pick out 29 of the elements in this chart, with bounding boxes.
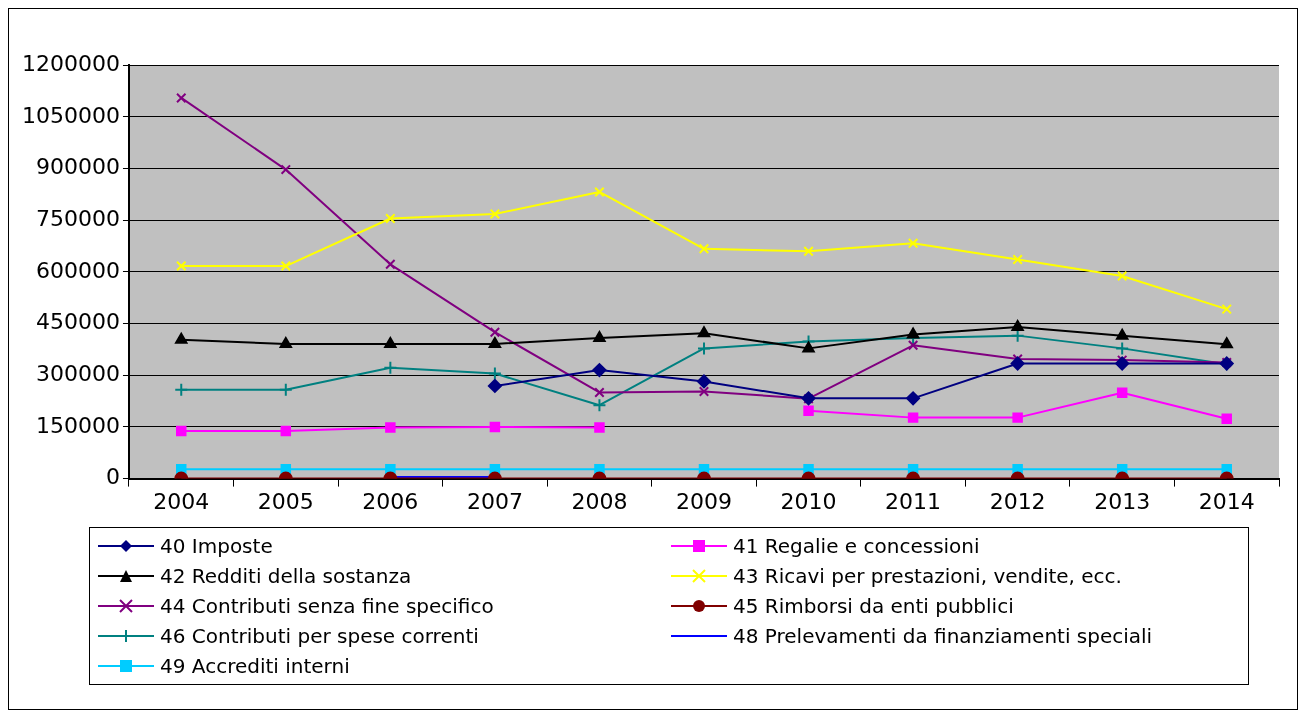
y-tick-label: 1200000 xyxy=(22,50,120,76)
x-tick-label: 2010 xyxy=(780,488,837,514)
x-tick-label: 2012 xyxy=(989,488,1046,514)
y-tick-label: 750000 xyxy=(36,205,120,231)
y-tick-label: 1050000 xyxy=(22,102,120,128)
legend-label: 44 Contributi senza fine specifico xyxy=(160,594,494,618)
legend-label: 40 Imposte xyxy=(160,534,273,558)
x-tick-label: 2011 xyxy=(885,488,942,514)
legend-label: 43 Ricavi per prestazioni, vendite, ecc. xyxy=(733,564,1122,588)
x-tick-label: 2007 xyxy=(466,488,523,514)
legend-label: 41 Regalie e concessioni xyxy=(733,534,980,558)
x-tick-label: 2009 xyxy=(675,488,732,514)
y-tick-label: 0 xyxy=(105,464,120,490)
x-tick-label: 2005 xyxy=(257,488,314,514)
legend-label: 46 Contributi per spese correnti xyxy=(160,624,479,648)
y-tick-label: 300000 xyxy=(36,360,120,386)
y-tick-label: 450000 xyxy=(36,309,120,335)
x-tick-label: 2006 xyxy=(362,488,419,514)
x-tick-label: 2008 xyxy=(571,488,628,514)
legend-label: 45 Rimborsi da enti pubblici xyxy=(733,594,1014,618)
legend-label: 49 Accrediti interni xyxy=(160,654,350,678)
y-tick-label: 150000 xyxy=(36,412,120,438)
legend-label: 48 Prelevamenti da finanziamenti speciali xyxy=(733,624,1153,648)
y-tick-label: 600000 xyxy=(36,257,120,283)
x-tick-label: 2004 xyxy=(153,488,210,514)
x-tick-label: 2014 xyxy=(1198,488,1255,514)
legend-label: 42 Redditi della sostanza xyxy=(160,564,412,588)
y-tick-label: 900000 xyxy=(36,154,120,180)
x-tick-label: 2013 xyxy=(1094,488,1151,514)
